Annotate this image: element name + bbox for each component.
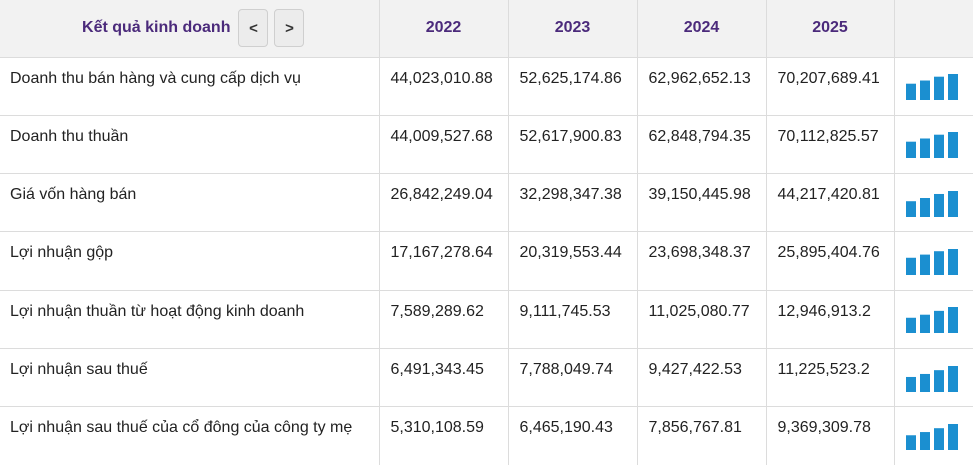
table-header-row: Kết quả kinh doanh < > 2022 2023 2024 20… (0, 0, 973, 57)
value-cell: 70,112,825.57 (765, 115, 894, 174)
sparkline-bar (920, 315, 931, 334)
sparkline-chart (906, 74, 959, 101)
year-header: 2023 (507, 0, 637, 57)
value-cell: 17,167,278.64 (378, 231, 508, 291)
value-cell: 62,848,794.35 (636, 115, 766, 174)
value-cell: 52,617,900.83 (507, 115, 637, 174)
sparkline-bar (920, 254, 931, 276)
sparkline-bar (920, 138, 931, 159)
table-row: Doanh thu thuần 44,009,527.68 52,617,900.8… (0, 115, 973, 174)
sparkline-bar (906, 257, 917, 276)
value-cell: 44,217,420.81 (765, 173, 894, 232)
year-header: 2022 (378, 0, 508, 57)
sparkline-bar (948, 74, 959, 101)
sparkline-bar (934, 428, 945, 451)
value-cell: 44,009,527.68 (378, 115, 508, 174)
row-label: Lợi nhuận gộp (10, 244, 114, 262)
sparkline-chart (906, 249, 959, 276)
sparkline-bar (934, 193, 945, 217)
sparkline-cell[interactable] (893, 290, 973, 349)
value-cell: 32,298,347.38 (507, 173, 637, 232)
sparkline-bar (948, 424, 959, 451)
next-period-button[interactable]: > (274, 9, 305, 48)
value-cell: 11,025,080.77 (636, 290, 766, 349)
table-body: Doanh thu bán hàng và cung cấp dịch vụ 44… (0, 57, 973, 465)
sparkline-bar (948, 249, 959, 276)
sparkline-cell[interactable] (893, 173, 973, 232)
table-title: Kết quả kinh doanh (82, 19, 231, 37)
row-label: Doanh thu thuần (10, 127, 129, 145)
value-cell: 9,427,422.53 (636, 348, 766, 407)
sparkline-cell[interactable] (893, 406, 973, 465)
table-row: Doanh thu bán hàng và cung cấp dịch vụ 44… (0, 57, 973, 116)
sparkline-cell[interactable] (893, 115, 973, 174)
sparkline-bar (934, 251, 945, 276)
sparkline-bar (934, 76, 945, 101)
value-cell: 39,150,445.98 (636, 173, 766, 232)
year-header: 2025 (765, 0, 894, 57)
sparkline-cell[interactable] (893, 57, 973, 116)
table-row: Lợi nhuận sau thuế của cổ đông của công … (0, 406, 973, 465)
value-cell: 52,625,174.86 (507, 57, 637, 116)
table-row: Giá vốn hàng bán 26,842,249.04 32,298,347.… (0, 173, 973, 232)
value-cell: 7,788,049.74 (507, 348, 637, 407)
value-cell: 11,225,523.2 (765, 348, 894, 407)
value-cell: 7,856,767.81 (636, 406, 766, 465)
sparkline-bar (906, 200, 917, 217)
table-row: Lợi nhuận thuần từ hoạt động kinh doanh 7… (0, 290, 973, 349)
year-header: 2024 (636, 0, 766, 57)
row-label: Doanh thu bán hàng và cung cấp dịch vụ (10, 69, 301, 87)
sparkline-cell[interactable] (893, 231, 973, 291)
sparkline-chart (906, 307, 959, 334)
value-cell: 70,207,689.41 (765, 57, 894, 116)
sparkline-bar (920, 80, 931, 101)
row-label: Lợi nhuận thuần từ hoạt động kinh doanh (10, 302, 305, 320)
sparkline-bar (920, 197, 931, 217)
value-cell: 9,369,309.78 (765, 406, 894, 465)
sparkline-chart (906, 190, 959, 217)
sparkline-chart (906, 365, 959, 392)
value-cell: 20,319,553.44 (507, 231, 637, 291)
sparkline-bar (906, 142, 917, 159)
sparkline-bar (906, 318, 917, 334)
sparkline-bar (920, 432, 931, 451)
value-cell: 62,962,652.13 (636, 57, 766, 116)
sparkline-cell[interactable] (893, 348, 973, 407)
value-cell: 5,310,108.59 (378, 406, 508, 465)
value-cell: 12,946,913.2 (765, 290, 894, 349)
sparkline-bar (948, 307, 959, 334)
table-row: Lợi nhuận gộp 17,167,278.64 20,319,553.44 2… (0, 231, 973, 291)
sparkline-bar (948, 365, 959, 392)
row-label: Giá vốn hàng bán (10, 186, 137, 204)
sparkline-header (893, 0, 973, 57)
row-label: Lợi nhuận sau thuế của cổ đông của công … (10, 419, 353, 437)
sparkline-bar (948, 132, 959, 159)
table-row: Lợi nhuận sau thuế 6,491,343.45 7,788,049.… (0, 348, 973, 407)
sparkline-bar (934, 311, 945, 334)
value-cell: 7,589,289.62 (378, 290, 508, 349)
sparkline-bar (934, 135, 945, 159)
value-cell: 6,491,343.45 (378, 348, 508, 407)
value-cell: 25,895,404.76 (765, 231, 894, 291)
value-cell: 23,698,348.37 (636, 231, 766, 291)
sparkline-bar (948, 190, 959, 217)
row-label: Lợi nhuận sau thuế (10, 360, 148, 378)
sparkline-chart (906, 424, 959, 451)
prev-period-button[interactable]: < (238, 9, 269, 48)
value-cell: 9,111,745.53 (507, 290, 637, 349)
sparkline-bar (920, 373, 931, 392)
header-title-cell: Kết quả kinh doanh < > (0, 0, 379, 57)
sparkline-bar (906, 83, 917, 101)
value-cell: 6,465,190.43 (507, 406, 637, 465)
sparkline-bar (906, 435, 917, 451)
value-cell: 26,842,249.04 (378, 173, 508, 232)
sparkline-bar (934, 369, 945, 392)
sparkline-chart (906, 132, 959, 159)
value-cell: 44,023,010.88 (378, 57, 508, 116)
sparkline-bar (906, 376, 917, 392)
